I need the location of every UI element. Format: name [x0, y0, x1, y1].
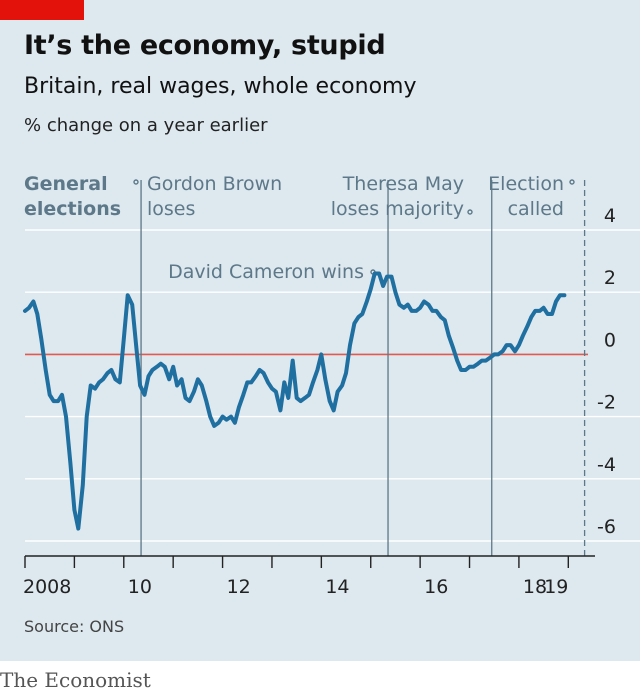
series-lines	[23, 271, 567, 531]
annotation-label: David Cameron wins	[168, 261, 364, 283]
annotation-marker	[133, 179, 139, 185]
x-tick-label: 14	[325, 576, 349, 598]
election-annotations: Gordon Brown loses David Cameron wins There…	[133, 173, 586, 556]
y-tick-labels: 4 2 0 -2 -4 -6	[597, 205, 616, 538]
x-tick-label: 10	[128, 576, 152, 598]
brand-accent-bar	[0, 0, 84, 20]
publisher-logo: The Economist	[0, 668, 151, 692]
chart-title: It’s the economy, stupid	[24, 30, 386, 61]
annotation-marker	[569, 179, 575, 185]
y-tick-label: 2	[604, 267, 616, 289]
x-tick-label: 19	[544, 576, 568, 598]
x-tick-label: 16	[424, 576, 448, 598]
chart-card	[0, 0, 640, 661]
source-note: Source: ONS	[24, 617, 125, 636]
annotation-label: Theresa May loses majority	[331, 173, 464, 220]
chart-subtitle: Britain, real wages, whole economy	[24, 74, 417, 99]
x-tick-label: 12	[227, 576, 251, 598]
y-tick-label: -6	[597, 516, 616, 538]
line-chart: Gordon Brown loses David Cameron wins There…	[23, 173, 640, 598]
y-tick-label: -4	[597, 454, 616, 476]
annotation-label: Gordon Brown loses	[147, 173, 282, 220]
annotation-marker	[467, 209, 473, 215]
x-tick-label: 2008	[23, 576, 71, 598]
y-tick-label: 4	[604, 205, 616, 227]
y-tick-label: 0	[604, 329, 616, 351]
annotation-label: Election called	[488, 173, 564, 220]
y-tick-label: -2	[597, 392, 616, 414]
gridlines	[25, 229, 640, 542]
legend-general-elections: General elections	[24, 173, 121, 220]
chart-unit-label: % change on a year earlier	[24, 115, 268, 136]
x-tick-label: 18	[523, 576, 547, 598]
series-line-real-wages	[23, 271, 567, 531]
